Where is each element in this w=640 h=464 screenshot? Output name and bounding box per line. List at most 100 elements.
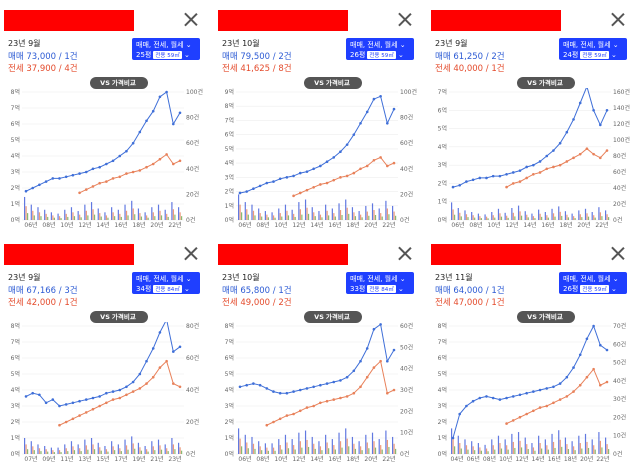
sale-point [265,387,269,390]
volume-bar [172,444,175,454]
price-compare-button[interactable]: VS 가격비교 [304,311,362,323]
x-tick: 08년 [483,455,496,462]
jeonse-point [285,414,289,417]
redacted-title-bar [4,10,134,31]
jeonse-point [105,180,108,183]
y-left-tick: 0억 [438,216,447,224]
volume-bar [306,439,308,454]
price-compare-button[interactable]: VS 가격비교 [90,311,148,323]
jeonse-point [585,375,589,379]
volume-bar [339,210,342,220]
close-icon[interactable] [611,246,625,260]
volume-bar [134,214,136,220]
y-left-tick: 6억 [225,131,234,139]
volume-bar [151,207,153,220]
volume-bar [579,443,581,454]
trade-type-selector[interactable]: 매매, 전세, 월세 ⌄ 33평 전용 84㎡ ⌄ [346,272,414,294]
volume-bar [360,446,362,454]
jeonse-point [538,406,542,409]
volume-bar [132,208,134,220]
sale-point [511,171,515,174]
trade-type-selector[interactable]: 매매, 전세, 월세 ⌄ 34평 전용 84㎡ ⌄ [132,272,200,294]
volume-bar [247,448,249,454]
sale-point [478,396,482,400]
volume-bar [559,211,561,220]
y-right-tick: 60건 [613,168,626,176]
volume-bar [566,444,568,454]
jeonse-point [151,162,155,166]
trade-type-selector[interactable]: 매매, 전세, 월세 ⌄ 26평 전용 59㎡ ⌄ [346,38,414,60]
volume-bar [374,447,377,454]
volume-bar [532,447,535,454]
y-right-tick: 60건 [400,139,413,147]
volume-bar [392,436,394,454]
volume-bar [174,214,176,220]
y-left-tick: 7억 [225,338,234,346]
volume-bar [246,209,248,220]
volume-bar [598,207,600,220]
x-tick: 12년 [78,221,91,228]
price-compare-button[interactable]: VS 가격비교 [304,77,362,89]
jeonse-point [379,359,382,363]
sale-line [239,95,395,194]
jeonse-point [545,167,549,171]
sale-point [518,169,522,172]
volume-bar [159,445,161,454]
volume-bar [593,215,595,220]
close-icon[interactable] [398,246,412,260]
jeonse-point [339,396,342,400]
pyeong-label: 26평 [350,51,366,59]
trade-type-selector[interactable]: 매매, 전세, 월세 ⌄ 24평 전용 59㎡ ⌄ [559,38,627,60]
volume-bar [471,212,473,220]
jeonse-point [165,153,168,156]
volume-bar [479,216,481,220]
volume-bar [137,442,140,454]
volume-bar [131,436,133,454]
volume-bar [591,212,593,220]
y-right-tick: 120건 [613,120,630,128]
y-right-tick: 100건 [400,88,417,96]
sale-point [178,111,182,115]
volume-bar [293,213,295,220]
sale-point [31,391,34,395]
price-trend-chart: 0억 1억 2억 3억 4억 5억 6억 7억 8억 9억 0건 20건 40건 60건 80건 100건 06… [225,88,417,228]
y-right-tick: 10건 [400,429,413,437]
x-tick: 18년 [132,221,145,228]
volume-bar [105,215,108,220]
redacted-title-bar [218,244,348,265]
volume-bar [392,205,394,220]
close-icon[interactable] [184,12,198,26]
volume-bar [460,216,462,220]
y-left-tick: 0억 [438,450,447,458]
volume-bar [254,448,256,454]
volume-bar [286,210,288,220]
jeonse-point [525,176,528,180]
x-tick: 22년 [168,221,181,228]
y-right-tick: 20건 [613,413,626,421]
close-icon[interactable] [398,12,412,26]
volume-bar [546,445,548,454]
jeonse-point [71,417,75,421]
sale-point [585,337,589,341]
sale-point [305,170,309,173]
volume-bar [166,213,168,220]
jeonse-point [172,382,175,385]
trade-type-selector[interactable]: 매매, 전세, 월세 ⌄ 26평 전용 59㎡ ⌄ [559,272,627,294]
close-icon[interactable] [611,12,625,26]
volume-bar [519,440,521,454]
close-icon[interactable] [184,246,198,260]
volume-bar [45,449,47,454]
price-compare-button[interactable]: VS 가격비교 [517,77,575,89]
y-right-tick: 160건 [613,88,630,96]
jeonse-point [312,185,315,189]
volume-bar [348,213,350,220]
price-compare-button[interactable]: VS 가격비교 [90,77,148,89]
sale-line [239,323,395,394]
price-compare-button[interactable]: VS 가격비교 [517,311,575,323]
x-tick: 20년 [364,455,377,462]
jeonse-point [278,417,282,421]
volume-bar [244,202,246,220]
sale-point [392,107,396,111]
jeonse-price-label: 전세 49,000 / 2건 [222,298,292,308]
trade-type-selector[interactable]: 매매, 전세, 월세 ⌄ 25평 전용 59㎡ ⌄ [132,38,200,60]
